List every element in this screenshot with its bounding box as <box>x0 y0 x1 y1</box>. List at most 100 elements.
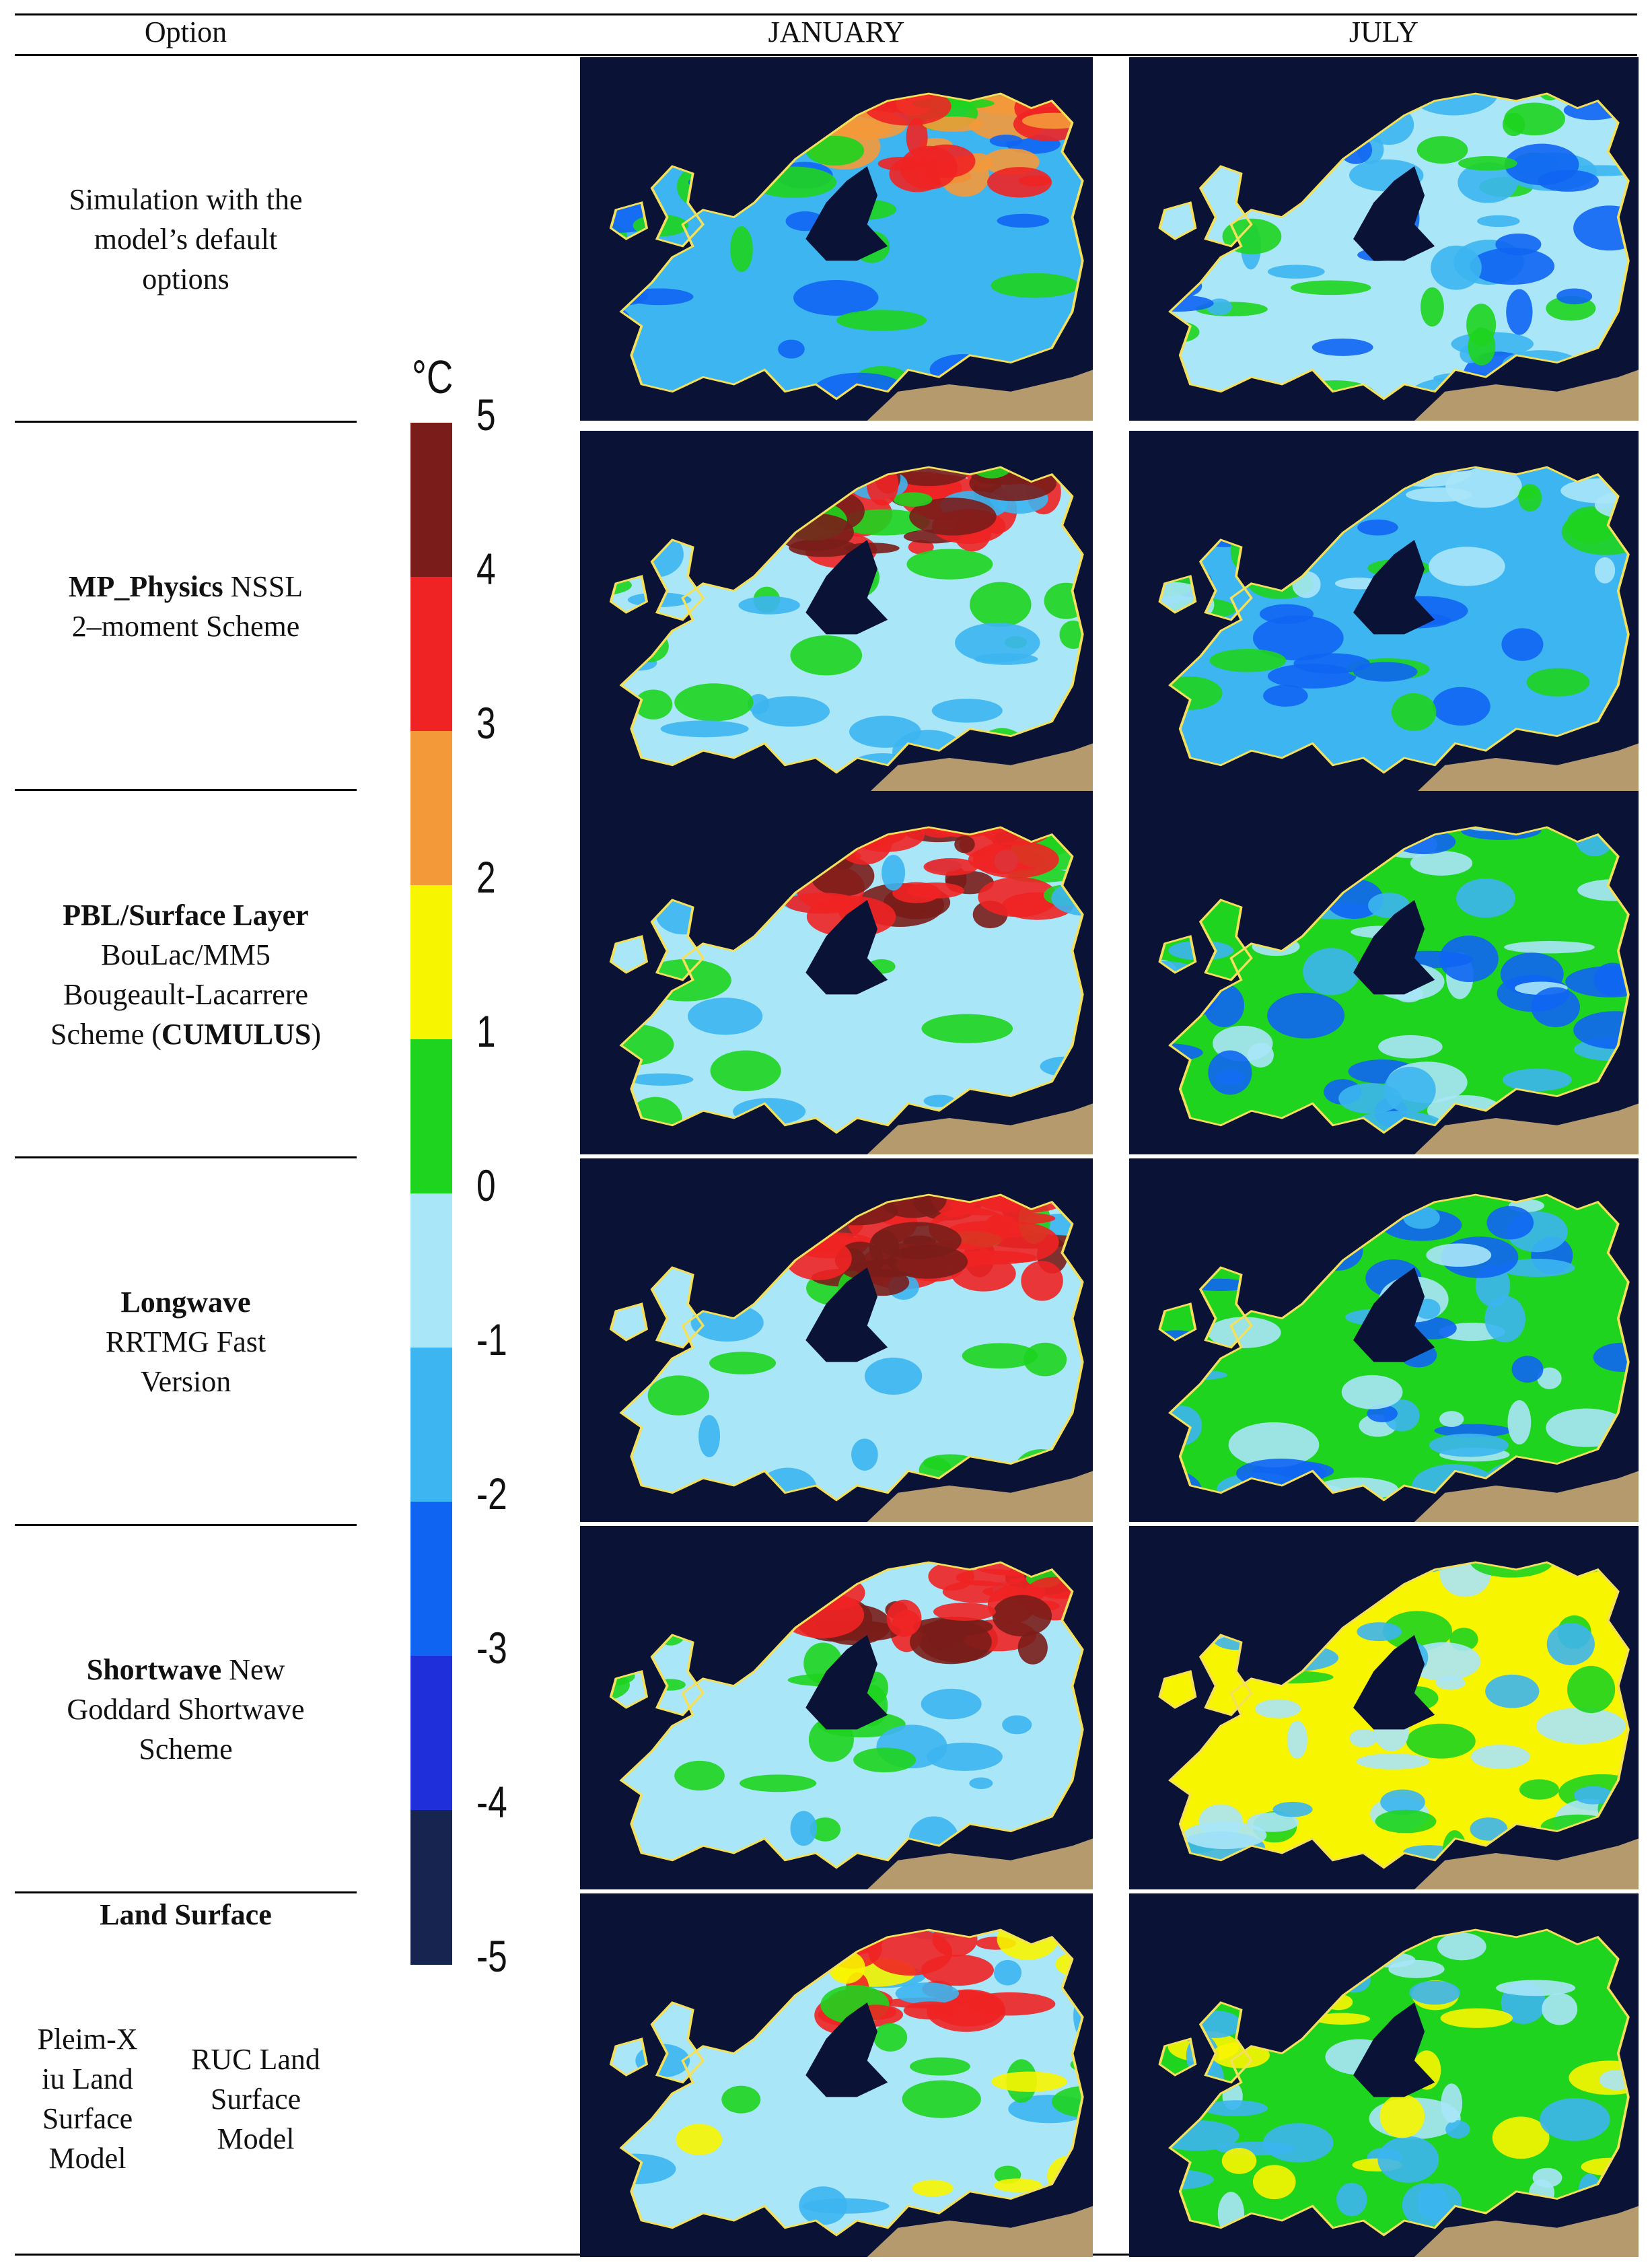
temperature-patch <box>1129 520 1146 537</box>
temperature-patch <box>969 1777 993 1789</box>
temperature-patch <box>1252 1644 1339 1671</box>
temperature-patch <box>610 1023 674 1066</box>
temperature-patch <box>634 689 673 720</box>
temperature-patch <box>1409 1980 1461 2005</box>
temperature-patch <box>1159 321 1200 343</box>
temperature-patch <box>670 431 709 463</box>
temperature-patch <box>1159 2002 1186 2044</box>
temperature-patch <box>698 1415 721 1457</box>
temperature-patch <box>1159 1935 1200 1952</box>
colorbar-segment <box>410 1193 452 1348</box>
colorbar-tick-label: -1 <box>476 1315 507 1364</box>
row-divider <box>15 1891 357 1893</box>
temperature-patch <box>1168 940 1234 961</box>
temperature-patch <box>1291 442 1349 462</box>
temperature-patch <box>738 596 800 615</box>
temperature-patch <box>1040 1893 1093 1928</box>
temperature-patch <box>808 827 896 835</box>
temperature-patch <box>1445 2120 1470 2138</box>
temperature-patch <box>1153 791 1180 820</box>
temperature-patch <box>1129 1690 1157 1710</box>
temperature-patch <box>1494 1893 1558 1905</box>
temperature-patch <box>1159 322 1188 343</box>
colorbar-segment <box>410 1348 452 1502</box>
temperature-patch <box>1402 2183 1449 2227</box>
temperature-patch <box>1198 1865 1289 1868</box>
temperature-patch <box>1021 112 1083 129</box>
temperature-patch <box>739 1774 817 1792</box>
baltic-sea <box>805 1635 888 1730</box>
temperature-patch <box>832 1877 856 1889</box>
temperature-patch <box>1434 1424 1512 1438</box>
temperature-patch <box>789 94 863 110</box>
temperature-patch <box>793 827 871 831</box>
option-bold-cumulus: CUMULUS <box>161 1017 312 1051</box>
temperature-patch <box>873 2023 908 2052</box>
temperature-patch <box>872 1222 962 1259</box>
temperature-patch <box>610 489 649 506</box>
temperature-patch <box>1509 94 1550 96</box>
temperature-patch <box>1499 1259 1575 1278</box>
coastline <box>1198 538 1253 621</box>
temperature-patch <box>610 2145 614 2163</box>
temperature-patch <box>1246 1812 1299 1832</box>
coastline <box>1198 2001 1253 2084</box>
colorbar-tick-label: 4 <box>476 544 496 594</box>
africa-landmass <box>1414 1471 1639 1522</box>
temperature-patch <box>1225 1218 1285 1240</box>
temperature-patch <box>654 1526 713 1562</box>
temperature-patch <box>824 470 859 493</box>
temperature-patch <box>1209 649 1287 672</box>
row-divider <box>15 421 357 423</box>
temperature-patch <box>873 1562 897 1568</box>
temperature-patch <box>1378 1035 1443 1059</box>
temperature-patch <box>1458 155 1517 171</box>
temperature-patch <box>923 1094 956 1107</box>
map-july-land <box>1129 1893 1639 2257</box>
temperature-patch <box>1159 959 1162 1003</box>
temperature-patch <box>1159 1953 1221 1986</box>
temperature-patch <box>730 226 753 273</box>
colorbar-segment <box>410 1656 452 1811</box>
temperature-patch <box>1297 1503 1327 1514</box>
europe-map-image <box>1153 791 1639 1154</box>
coastline <box>650 899 705 981</box>
temperature-patch <box>620 1195 705 1224</box>
temperature-patch <box>836 310 927 331</box>
temperature-patch <box>923 858 978 876</box>
africa-landmass <box>867 2206 1093 2257</box>
temperature-patch <box>678 1894 718 1912</box>
temperature-patch <box>1431 245 1482 290</box>
coastline <box>1168 826 1630 1134</box>
temperature-patch <box>1259 604 1314 624</box>
temperature-patch <box>1247 94 1314 127</box>
header-rule <box>15 54 1637 56</box>
africa-landmass <box>867 1103 1093 1154</box>
temperature-patch <box>1532 2167 1563 2188</box>
land-surface-ruc: RUC Land Surface Model <box>191 2043 320 2155</box>
map-january-land <box>580 1893 1093 2257</box>
europe-map-image <box>609 431 1093 794</box>
temperature-patch <box>853 1747 917 1773</box>
temperature-patch <box>1242 106 1297 130</box>
temperature-patch <box>1561 1893 1585 1923</box>
coastline <box>650 538 705 621</box>
temperature-patch <box>580 1132 604 1154</box>
temperature-patch <box>831 827 888 839</box>
temperature-patch <box>1573 1011 1628 1049</box>
africa-landmass <box>1414 743 1639 794</box>
temperature-patch <box>711 1562 785 1592</box>
temperature-patch <box>938 1526 963 1561</box>
temperature-patch <box>1342 94 1394 112</box>
baltic-sea <box>805 1267 888 1362</box>
temperature-patch <box>610 2010 612 2035</box>
map-july-shortwave <box>1129 1526 1639 1889</box>
map-january-mp_physics <box>580 431 1093 794</box>
map-july-longwave <box>1129 1158 1639 1522</box>
temperature-patch <box>1254 1699 1301 1718</box>
temperature-patch <box>721 2085 761 2114</box>
temperature-patch <box>1531 987 1580 1027</box>
temperature-patch <box>1180 1195 1246 1237</box>
coastline <box>1158 1670 1197 1709</box>
temperature-patch <box>928 1626 953 1650</box>
